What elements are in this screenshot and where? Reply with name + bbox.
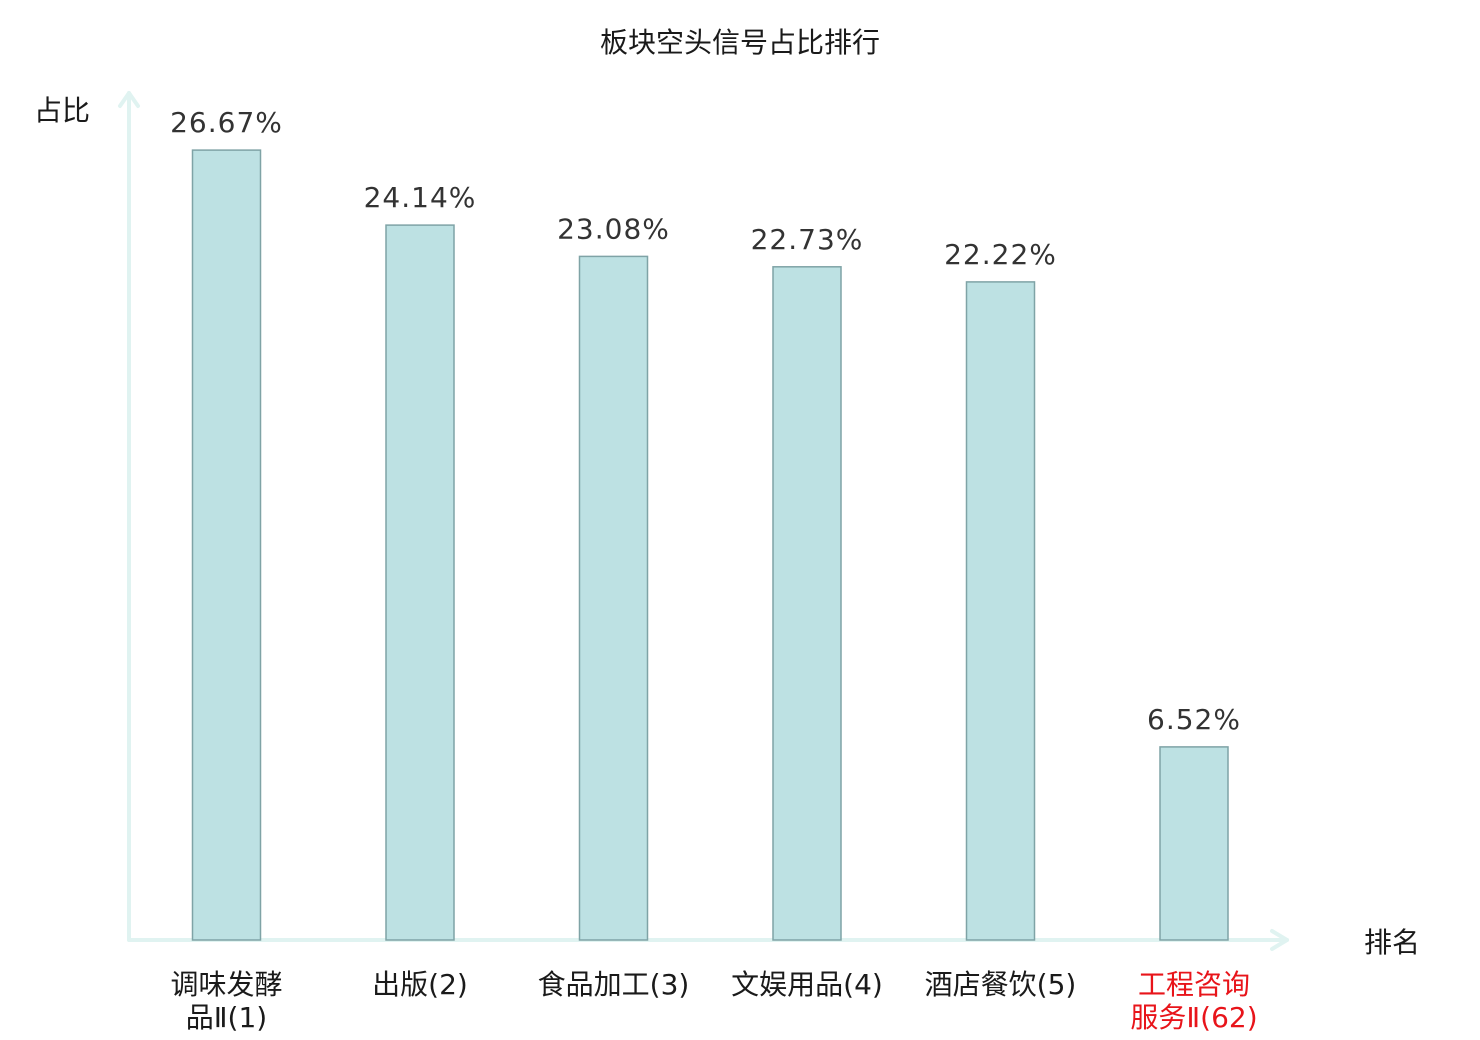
chart-title: 板块空头信号占比排行 xyxy=(600,26,880,59)
category-tick-label: 食品加工(3) xyxy=(538,968,690,1001)
bar-value-label: 24.14% xyxy=(364,181,477,214)
bar-value-label: 22.22% xyxy=(944,238,1057,271)
category-tick-label-line: 酒店餐饮(5) xyxy=(925,968,1077,1001)
y-axis-title: 占比 xyxy=(34,94,90,127)
y-axis: 占比 xyxy=(34,91,140,942)
category-tick-label-line: 服务Ⅱ(62) xyxy=(1130,1001,1257,1034)
category-tick-label-line: 出版(2) xyxy=(372,968,468,1001)
category-tick-label-line: 食品加工(3) xyxy=(538,968,690,1001)
x-axis: 排名 xyxy=(127,926,1420,959)
category-tick-label-line: 调味发酵 xyxy=(170,968,282,1001)
category-tick-label-line: 品Ⅱ(1) xyxy=(186,1001,267,1034)
category-tick-label: 工程咨询服务Ⅱ(62) xyxy=(1130,968,1257,1034)
bar-value-label: 22.73% xyxy=(751,223,864,256)
category-tick-label-line: 工程咨询 xyxy=(1138,968,1250,1001)
bar-value-label: 26.67% xyxy=(170,106,283,139)
category-labels: 调味发酵品Ⅱ(1) 出版(2) 食品加工(3) 文娱用品(4) 酒店餐饮(5) 工程咨询服… xyxy=(170,968,1257,1034)
category-tick-label: 出版(2) xyxy=(372,968,468,1001)
x-axis-title: 排名 xyxy=(1364,926,1420,959)
bar xyxy=(965,281,1036,941)
bar xyxy=(578,255,649,941)
category-tick-label: 文娱用品(4) xyxy=(731,968,883,1001)
bar-value-label: 6.52% xyxy=(1147,703,1241,736)
bar xyxy=(1159,746,1229,941)
x-axis-arrowhead xyxy=(1270,929,1289,951)
y-axis-arrowhead xyxy=(118,91,140,108)
bar xyxy=(191,149,262,941)
category-tick-label-line: 文娱用品(4) xyxy=(731,968,883,1001)
category-tick-label: 调味发酵品Ⅱ(1) xyxy=(170,968,282,1034)
bar xyxy=(772,266,842,941)
bar-value-label: 23.08% xyxy=(557,212,670,245)
category-tick-label: 酒店餐饮(5) xyxy=(925,968,1077,1001)
value-labels: 26.67% 24.14% 23.08% 22.73% 22.22% 6.52% xyxy=(170,106,1241,736)
bar xyxy=(385,224,455,941)
bars xyxy=(191,149,1229,941)
